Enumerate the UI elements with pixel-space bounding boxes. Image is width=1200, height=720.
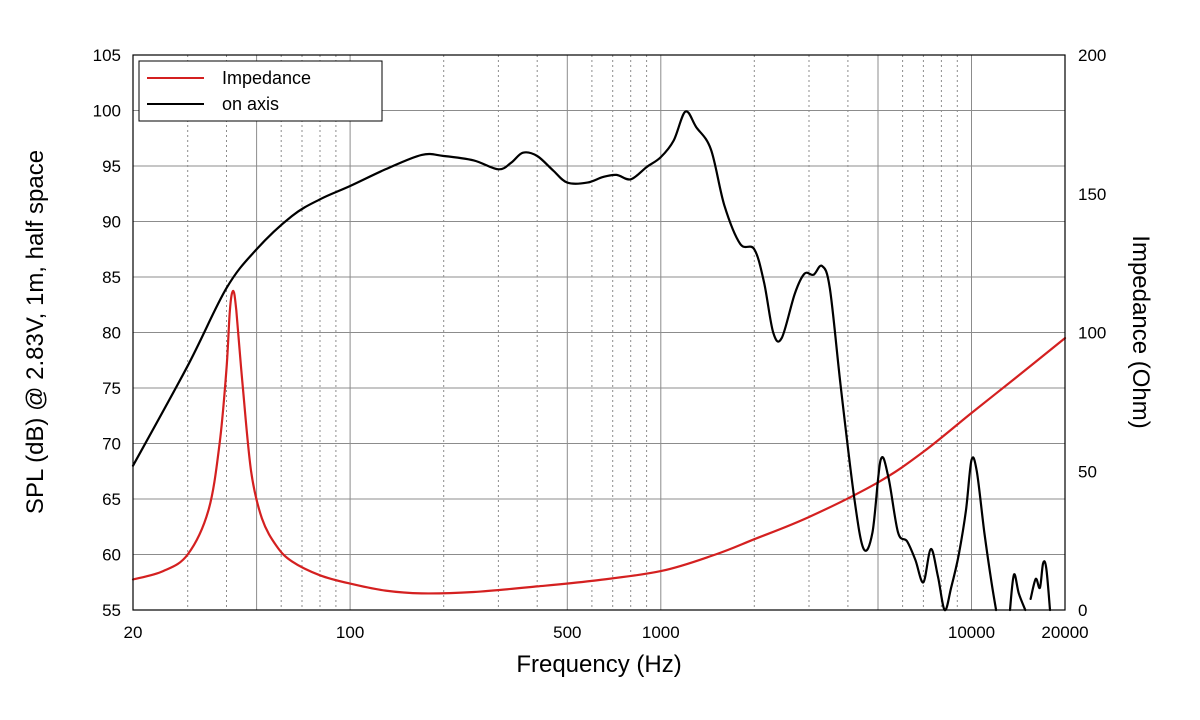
x-axis-title: Frequency (Hz) <box>516 651 681 678</box>
series-layer <box>131 110 1067 612</box>
x-tick-label: 20000 <box>1041 623 1088 642</box>
x-tick-label: 100 <box>336 623 364 642</box>
y-tick-label: 105 <box>93 46 121 65</box>
legend-label-on-axis: on axis <box>222 94 279 114</box>
y-tick-label: 60 <box>102 546 121 565</box>
y-tick-label: 95 <box>102 157 121 176</box>
tick-labels: 20 100 500 1000 10000 20000556065707580859095… <box>93 46 1107 642</box>
y-tick-label: 90 <box>102 213 121 232</box>
x-tick-label: 20 <box>124 623 143 642</box>
y2-tick-label: 100 <box>1078 324 1106 343</box>
y2-tick-label: 0 <box>1078 601 1087 620</box>
y-tick-label: 65 <box>102 490 121 509</box>
y2-tick-label: 50 <box>1078 462 1097 481</box>
x-tick-label: 500 <box>553 623 581 642</box>
y-tick-label: 70 <box>102 435 121 454</box>
plot-frame <box>132 54 1066 611</box>
y-tick-label: 75 <box>102 379 121 398</box>
legend-box <box>138 60 383 122</box>
y2-tick-label: 200 <box>1078 46 1106 65</box>
y2-tick-label: 150 <box>1078 185 1106 204</box>
x-tick-label: 1000 <box>642 623 680 642</box>
series-on-axis <box>131 110 1052 612</box>
y-tick-label: 85 <box>102 268 121 287</box>
legend-label-impedance: Impedance <box>222 68 311 88</box>
y-tick-label: 100 <box>93 102 121 121</box>
y2-axis-title: Impedance (Ohm) <box>1127 235 1154 428</box>
series-impedance <box>131 289 1067 595</box>
y-axis-title: SPL (dB) @ 2.83V, 1m, half space <box>22 150 49 514</box>
legend: Impedance on axis <box>138 60 383 122</box>
y-tick-label: 80 <box>102 324 121 343</box>
grid <box>133 55 1065 610</box>
x-tick-label: 10000 <box>948 623 995 642</box>
y-tick-label: 55 <box>102 601 121 620</box>
